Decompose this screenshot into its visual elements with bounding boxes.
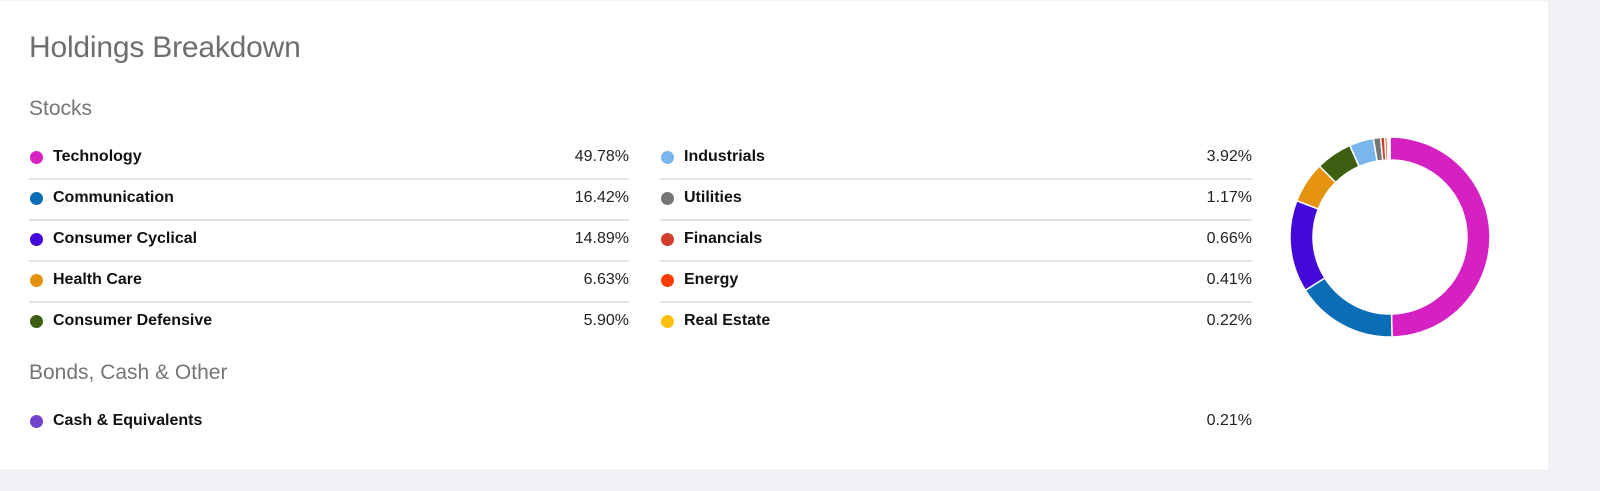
legend-dot-icon [30,192,43,205]
donut-slices [1289,136,1491,338]
donut-slice[interactable] [1304,276,1393,338]
sector-value: 6.63% [583,271,629,288]
sector-label: Communication [53,189,174,206]
legend-dot-icon [661,274,674,287]
sector-label: Real Estate [684,312,771,329]
section-title-bonds-cash-other: Bonds, Cash & Other [29,361,228,384]
sector-value: 0.21% [1206,412,1252,429]
holdings-breakdown-card: Holdings Breakdown Stocks Technology 49.… [0,1,1548,469]
sector-value: 0.66% [1206,230,1252,247]
legend-dot-icon [661,192,674,205]
donut-slice[interactable] [1389,136,1491,338]
list-item: Consumer Defensive 5.90% [29,303,629,344]
legend-dot-icon [30,315,43,328]
legend-dot-icon [661,151,674,164]
sector-label: Utilities [684,189,742,206]
stocks-right-column: Industrials 3.92% Utilities 1.17% Financ… [660,139,1252,344]
sector-label: Consumer Cyclical [53,230,198,247]
legend-dot-icon [30,151,43,164]
list-item: Health Care 6.63% [29,262,629,303]
sector-label: Cash & Equivalents [53,412,203,429]
sector-value: 14.89% [574,230,629,247]
list-item: Financials 0.66% [660,221,1252,262]
legend-dot-icon [661,315,674,328]
section-title-stocks: Stocks [29,97,93,120]
holdings-donut-chart [1289,136,1491,338]
sector-value: 16.42% [574,189,629,206]
sector-label: Industrials [684,148,765,165]
sector-value: 1.17% [1206,189,1252,206]
other-column: Cash & Equivalents 0.21% [29,403,1252,444]
sector-value: 0.41% [1206,271,1252,288]
list-item: Utilities 1.17% [660,180,1252,221]
sector-label: Health Care [53,271,142,288]
list-item: Real Estate 0.22% [660,303,1252,344]
list-item: Energy 0.41% [660,262,1252,303]
sector-value: 49.78% [574,148,629,165]
donut-slice[interactable] [1387,136,1391,161]
card-title: Holdings Breakdown [29,31,301,64]
list-item: Communication 16.42% [29,180,629,221]
legend-dot-icon [661,233,674,246]
sector-label: Consumer Defensive [53,312,213,329]
list-item: Industrials 3.92% [660,139,1252,180]
list-item: Technology 49.78% [29,139,629,180]
sector-value: 5.90% [583,312,629,329]
list-item: Consumer Cyclical 14.89% [29,221,629,262]
legend-dot-icon [30,415,43,428]
sector-label: Financials [684,230,763,247]
legend-dot-icon [30,233,43,246]
legend-dot-icon [30,274,43,287]
stocks-left-column: Technology 49.78% Communication 16.42% C… [29,139,629,344]
list-item: Cash & Equivalents 0.21% [29,403,1252,444]
sector-label: Technology [53,148,142,165]
donut-slice[interactable] [1289,199,1326,292]
sector-value: 3.92% [1206,148,1252,165]
sector-value: 0.22% [1206,312,1252,329]
sector-label: Energy [684,271,739,288]
